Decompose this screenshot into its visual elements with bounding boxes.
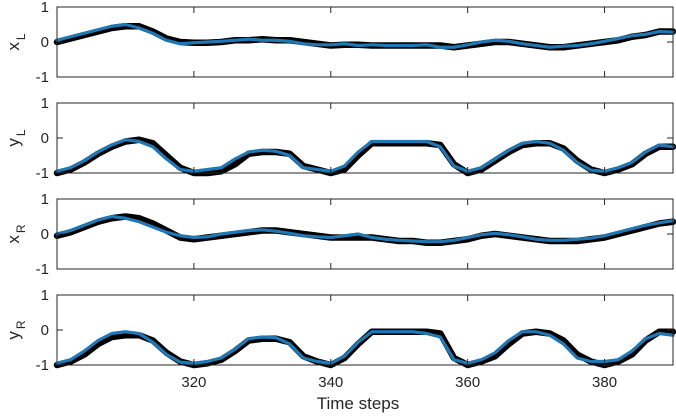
y-axis-label: yL (4, 129, 28, 147)
x-tick-label: 380 (592, 374, 617, 391)
y-tick-label: 0 (41, 322, 49, 339)
y-axis-label: xR (4, 224, 28, 244)
y-axis-label: yR (4, 320, 28, 340)
y-tick-label: 1 (41, 0, 49, 16)
y-tick-label: 0 (41, 226, 49, 243)
y-tick-label: 1 (41, 191, 49, 208)
x-tick-label: 340 (318, 374, 343, 391)
y-tick-label: 1 (41, 95, 49, 112)
y-axis-label-main: y (4, 331, 23, 340)
y-axis-label-main: y (4, 138, 23, 147)
y-axis-label-sub: L (14, 129, 28, 136)
y-tick-label: -1 (36, 261, 49, 278)
series-line-prediction (55, 330, 675, 365)
y-axis-label-sub: L (14, 33, 28, 40)
x-axis-label: Time steps (317, 394, 400, 413)
y-axis-label: xL (4, 33, 28, 51)
series-line-prediction (55, 22, 675, 49)
axes-y-right: -1 0 1 320 340 360 380 yR (4, 287, 676, 391)
y-tick-label: 0 (41, 34, 49, 51)
y-axis-label-main: x (4, 235, 23, 244)
series-line-prediction (55, 138, 675, 173)
y-tick-label: -1 (36, 69, 49, 86)
y-axis-label-sub: R (14, 320, 28, 329)
y-tick-label: -1 (36, 357, 49, 374)
axes-y-left: -1 0 1 yL (4, 95, 676, 182)
series-line-prediction (55, 214, 675, 244)
x-tick-label: 360 (455, 374, 480, 391)
y-tick-label: 1 (41, 287, 49, 304)
x-tick-label: 320 (181, 374, 206, 391)
axes-x-left: -1 0 1 xL (4, 0, 676, 86)
y-tick-label: -1 (36, 165, 49, 182)
y-axis-label-main: x (4, 42, 23, 51)
axes-frame (56, 198, 674, 270)
y-tick-label: 0 (41, 130, 49, 147)
y-axis-label-sub: R (14, 224, 28, 233)
axes-x-right: -1 0 1 xR (4, 191, 676, 278)
